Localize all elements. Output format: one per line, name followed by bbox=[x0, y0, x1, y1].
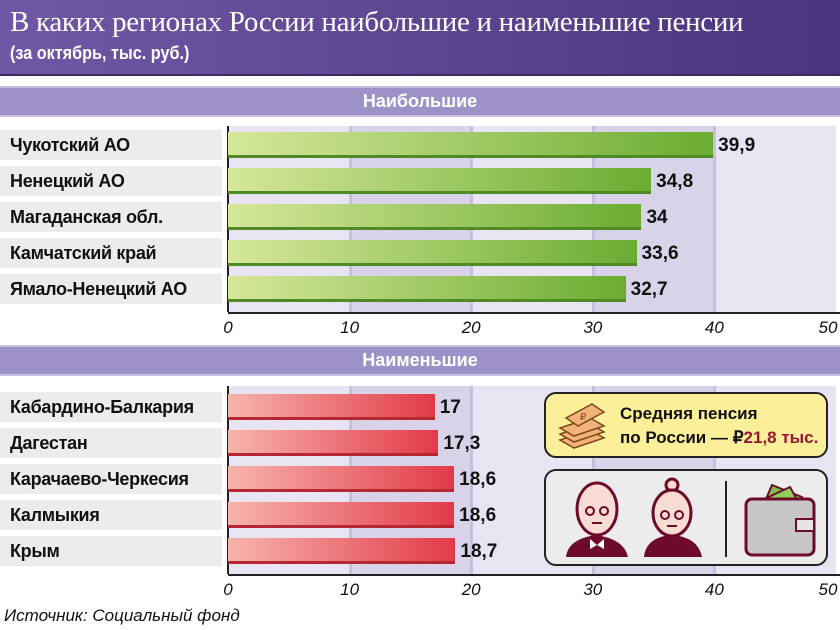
bar bbox=[228, 276, 626, 302]
x-tick-label: 0 bbox=[223, 318, 233, 337]
x-tick-label: 10 bbox=[340, 318, 360, 337]
gridline bbox=[713, 126, 717, 312]
x-axis-line bbox=[228, 312, 840, 314]
data-label: 18,6 bbox=[459, 469, 497, 490]
bar bbox=[228, 132, 714, 158]
x-axis-line bbox=[228, 574, 840, 576]
data-label: 17,3 bbox=[443, 433, 481, 454]
section-header-highest: Наибольшие bbox=[0, 86, 840, 117]
x-tick-label: 20 bbox=[461, 580, 481, 599]
source-note: Источник: Социальный фонд bbox=[4, 606, 240, 625]
x-tick-label: 50 bbox=[818, 580, 838, 599]
category-label: Магаданская обл. bbox=[0, 202, 222, 232]
category-label: Карачаево-Черкесия bbox=[0, 464, 222, 494]
x-tick-label: 40 bbox=[704, 580, 724, 599]
category-label: Ненецкий АО bbox=[0, 166, 222, 196]
bar bbox=[228, 430, 439, 456]
svg-text:₽: ₽ bbox=[580, 412, 587, 423]
old-woman-icon bbox=[644, 477, 702, 557]
data-label: 17 bbox=[439, 397, 461, 418]
money-stack-icon: ₽ bbox=[558, 403, 606, 449]
category-label: Крым bbox=[0, 536, 222, 566]
bar bbox=[228, 204, 642, 230]
category-label: Кабардино-Балкария bbox=[0, 392, 222, 422]
x-tick-label: 30 bbox=[583, 318, 603, 337]
data-label: 33,6 bbox=[641, 243, 679, 264]
chart-subtitle: (за октябрь, тыс. руб.) bbox=[10, 43, 190, 63]
data-label: 32,7 bbox=[630, 279, 668, 300]
data-label: 18,6 bbox=[459, 505, 497, 526]
category-label: Ямало-Ненецкий АО bbox=[0, 274, 222, 304]
x-tick-label: 10 bbox=[340, 580, 360, 599]
x-tick-label: 50 bbox=[818, 318, 838, 337]
wallet-icon bbox=[744, 483, 816, 557]
data-label: 18,7 bbox=[460, 541, 498, 562]
note-line2: по России — ₽ bbox=[620, 428, 744, 447]
bar bbox=[228, 394, 435, 420]
x-tick-label: 0 bbox=[223, 580, 233, 599]
bar bbox=[228, 466, 455, 492]
section-header-lowest: Наименьшие bbox=[0, 345, 840, 376]
old-man-icon bbox=[566, 481, 628, 557]
bar bbox=[228, 502, 455, 528]
x-tick-label: 30 bbox=[583, 580, 603, 599]
category-label: Калмыкия bbox=[0, 500, 222, 530]
data-label: 39,9 bbox=[718, 135, 756, 156]
illustration-panel bbox=[544, 469, 828, 566]
category-label: Дагестан bbox=[0, 428, 222, 458]
data-label: 34 bbox=[646, 207, 668, 228]
bar bbox=[228, 538, 456, 564]
x-tick-label: 40 bbox=[704, 318, 724, 337]
data-label: 34,8 bbox=[656, 171, 694, 192]
category-label: Камчатский край bbox=[0, 238, 222, 268]
chart-title: В каких регионах России наибольшие и наи… bbox=[10, 6, 744, 38]
x-tick-label: 20 bbox=[461, 318, 481, 337]
average-pension-value: 21,8 тыс. bbox=[743, 428, 819, 447]
average-pension-note: ₽ Средняя пенсия по России — ₽21,8 тыс. bbox=[544, 392, 828, 458]
bar bbox=[228, 240, 637, 266]
note-line1: Средняя пенсия bbox=[620, 404, 758, 423]
plot-stripe bbox=[714, 126, 836, 312]
category-label: Чукотский АО bbox=[0, 130, 222, 160]
gridline bbox=[470, 386, 474, 574]
title-band: В каких регионах России наибольшие и наи… bbox=[0, 0, 840, 76]
bar bbox=[228, 168, 652, 194]
